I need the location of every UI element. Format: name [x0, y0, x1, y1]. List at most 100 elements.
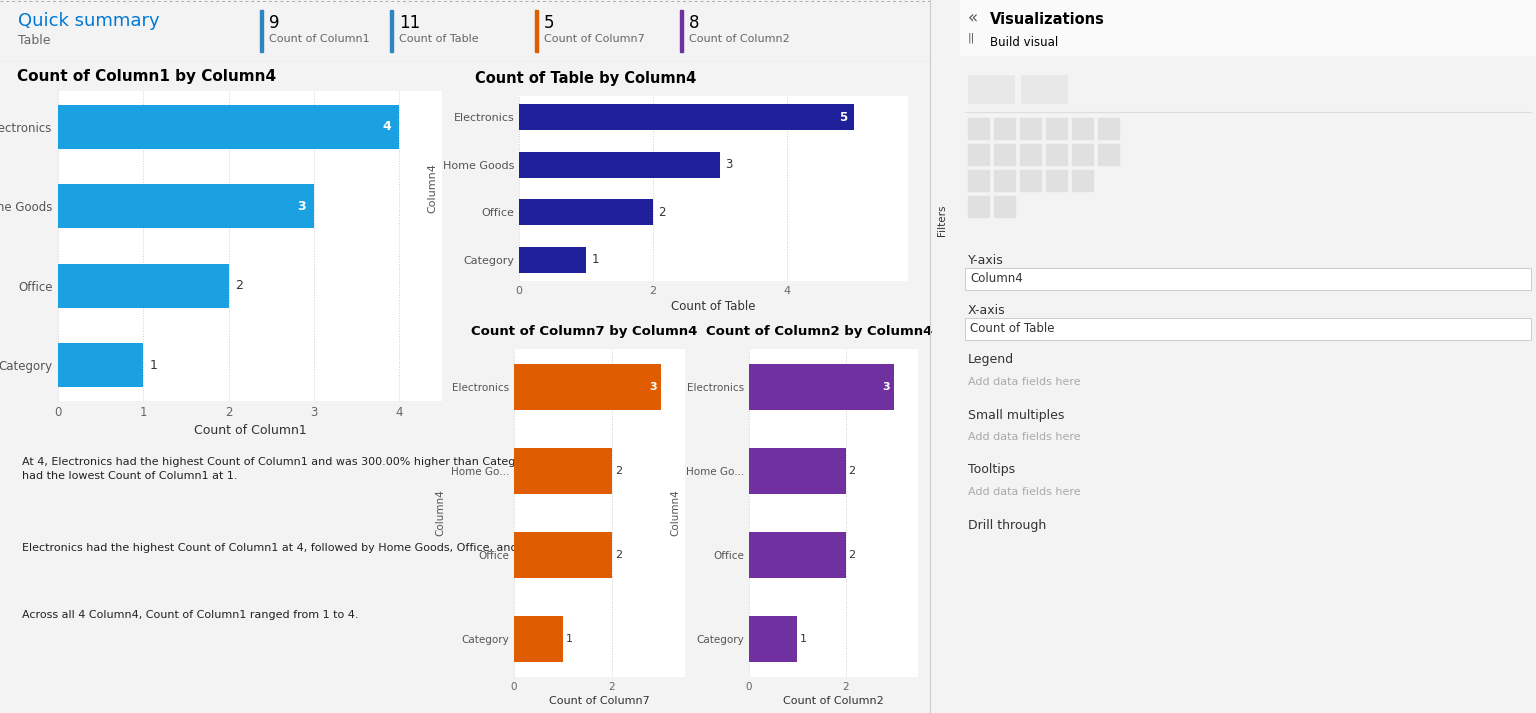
- Bar: [519, 152, 720, 178]
- Bar: [994, 196, 1015, 218]
- Y-axis label: Column4: Column4: [427, 163, 438, 213]
- Text: 2: 2: [614, 466, 622, 476]
- Text: «: «: [968, 9, 978, 27]
- Text: 2: 2: [235, 279, 243, 292]
- Bar: [1072, 118, 1094, 140]
- X-axis label: Count of Column1: Count of Column1: [194, 424, 306, 437]
- Bar: [1072, 144, 1094, 166]
- Text: 5: 5: [544, 14, 554, 32]
- Text: Add data fields here: Add data fields here: [968, 487, 1081, 497]
- Bar: [519, 199, 653, 225]
- Bar: [968, 170, 991, 192]
- Bar: [750, 616, 797, 662]
- Text: 2: 2: [659, 205, 667, 219]
- Text: At 4, Electronics had the highest Count of Column1 and was 300.00% higher than C: At 4, Electronics had the highest Count …: [22, 457, 573, 481]
- Text: Count of Table: Count of Table: [399, 34, 479, 44]
- Text: Add data fields here: Add data fields here: [968, 432, 1081, 442]
- Bar: [750, 532, 846, 578]
- Bar: [968, 144, 991, 166]
- Text: Y-axis: Y-axis: [968, 254, 1003, 267]
- Text: Legend: Legend: [968, 354, 1014, 366]
- Text: Across all 4 Column4, Count of Column1 ranged from 1 to 4.: Across all 4 Column4, Count of Column1 r…: [22, 610, 358, 620]
- Text: Count of Column1: Count of Column1: [269, 34, 370, 44]
- Bar: [515, 364, 660, 410]
- Bar: [515, 532, 611, 578]
- Text: 3: 3: [650, 382, 657, 392]
- Text: 11: 11: [399, 14, 421, 32]
- Text: Filters: Filters: [937, 204, 948, 236]
- Bar: [1020, 170, 1041, 192]
- Text: 1: 1: [151, 359, 158, 371]
- Bar: [535, 10, 538, 52]
- Bar: [1072, 170, 1094, 192]
- Bar: [519, 104, 854, 130]
- Bar: [58, 105, 399, 149]
- Bar: [515, 448, 611, 494]
- Text: 4: 4: [382, 120, 390, 133]
- Bar: [968, 75, 1014, 103]
- Text: Count of Column7 by Column4: Count of Column7 by Column4: [470, 326, 697, 339]
- Text: Count of Column7: Count of Column7: [544, 34, 645, 44]
- Bar: [1098, 118, 1120, 140]
- Text: Small multiples: Small multiples: [968, 409, 1064, 421]
- Bar: [515, 616, 562, 662]
- Bar: [965, 268, 1531, 290]
- Text: 2: 2: [614, 550, 622, 560]
- Y-axis label: Column4: Column4: [435, 490, 445, 536]
- Y-axis label: Column4: Column4: [670, 490, 680, 536]
- Bar: [58, 264, 229, 307]
- Text: Column4: Column4: [971, 272, 1023, 284]
- Bar: [680, 10, 684, 52]
- Text: Electronics had the highest Count of Column1 at 4, followed by Home Goods, Offic: Electronics had the highest Count of Col…: [22, 543, 574, 553]
- Bar: [1046, 170, 1068, 192]
- Bar: [1046, 144, 1068, 166]
- Text: 2: 2: [848, 466, 856, 476]
- Text: 2: 2: [848, 550, 856, 560]
- Text: Count of Column2 by Column4: Count of Column2 by Column4: [705, 326, 932, 339]
- Bar: [994, 118, 1015, 140]
- Bar: [1020, 118, 1041, 140]
- Bar: [519, 247, 587, 272]
- X-axis label: Count of Column2: Count of Column2: [783, 696, 883, 706]
- Bar: [750, 364, 894, 410]
- X-axis label: Count of Table: Count of Table: [671, 300, 756, 313]
- Text: 1: 1: [800, 634, 808, 644]
- Bar: [58, 343, 143, 387]
- Text: Count of Column2: Count of Column2: [690, 34, 790, 44]
- Bar: [390, 10, 393, 52]
- Bar: [968, 196, 991, 218]
- Text: Table: Table: [18, 34, 51, 47]
- Text: Drill through: Drill through: [968, 518, 1046, 531]
- Text: Add data fields here: Add data fields here: [968, 377, 1081, 387]
- Text: 3: 3: [725, 158, 733, 171]
- Text: Visualizations: Visualizations: [991, 13, 1104, 28]
- Text: ||: ||: [968, 33, 975, 43]
- Bar: [750, 448, 846, 494]
- Bar: [58, 185, 313, 228]
- Bar: [960, 0, 1536, 55]
- Text: Count of Table: Count of Table: [971, 322, 1055, 334]
- Text: Quick summary: Quick summary: [18, 12, 160, 30]
- Text: 3: 3: [296, 200, 306, 212]
- Text: Count of Table by Column4: Count of Table by Column4: [475, 71, 696, 86]
- Bar: [968, 118, 991, 140]
- Bar: [965, 318, 1531, 340]
- Text: 3: 3: [882, 382, 889, 392]
- Text: 8: 8: [690, 14, 699, 32]
- Bar: [1098, 144, 1120, 166]
- X-axis label: Count of Column7: Count of Column7: [550, 696, 650, 706]
- Bar: [1021, 75, 1068, 103]
- Text: 5: 5: [839, 111, 848, 124]
- Text: Tooltips: Tooltips: [968, 463, 1015, 476]
- Text: Build visual: Build visual: [991, 36, 1058, 48]
- Bar: [260, 10, 263, 52]
- Text: X-axis: X-axis: [968, 304, 1006, 317]
- Bar: [1046, 118, 1068, 140]
- Text: Count of Column1 by Column4: Count of Column1 by Column4: [17, 69, 276, 85]
- Bar: [1020, 144, 1041, 166]
- Text: 1: 1: [591, 253, 599, 266]
- Bar: [994, 144, 1015, 166]
- Bar: [994, 170, 1015, 192]
- Text: 9: 9: [269, 14, 280, 32]
- Text: 1: 1: [565, 634, 573, 644]
